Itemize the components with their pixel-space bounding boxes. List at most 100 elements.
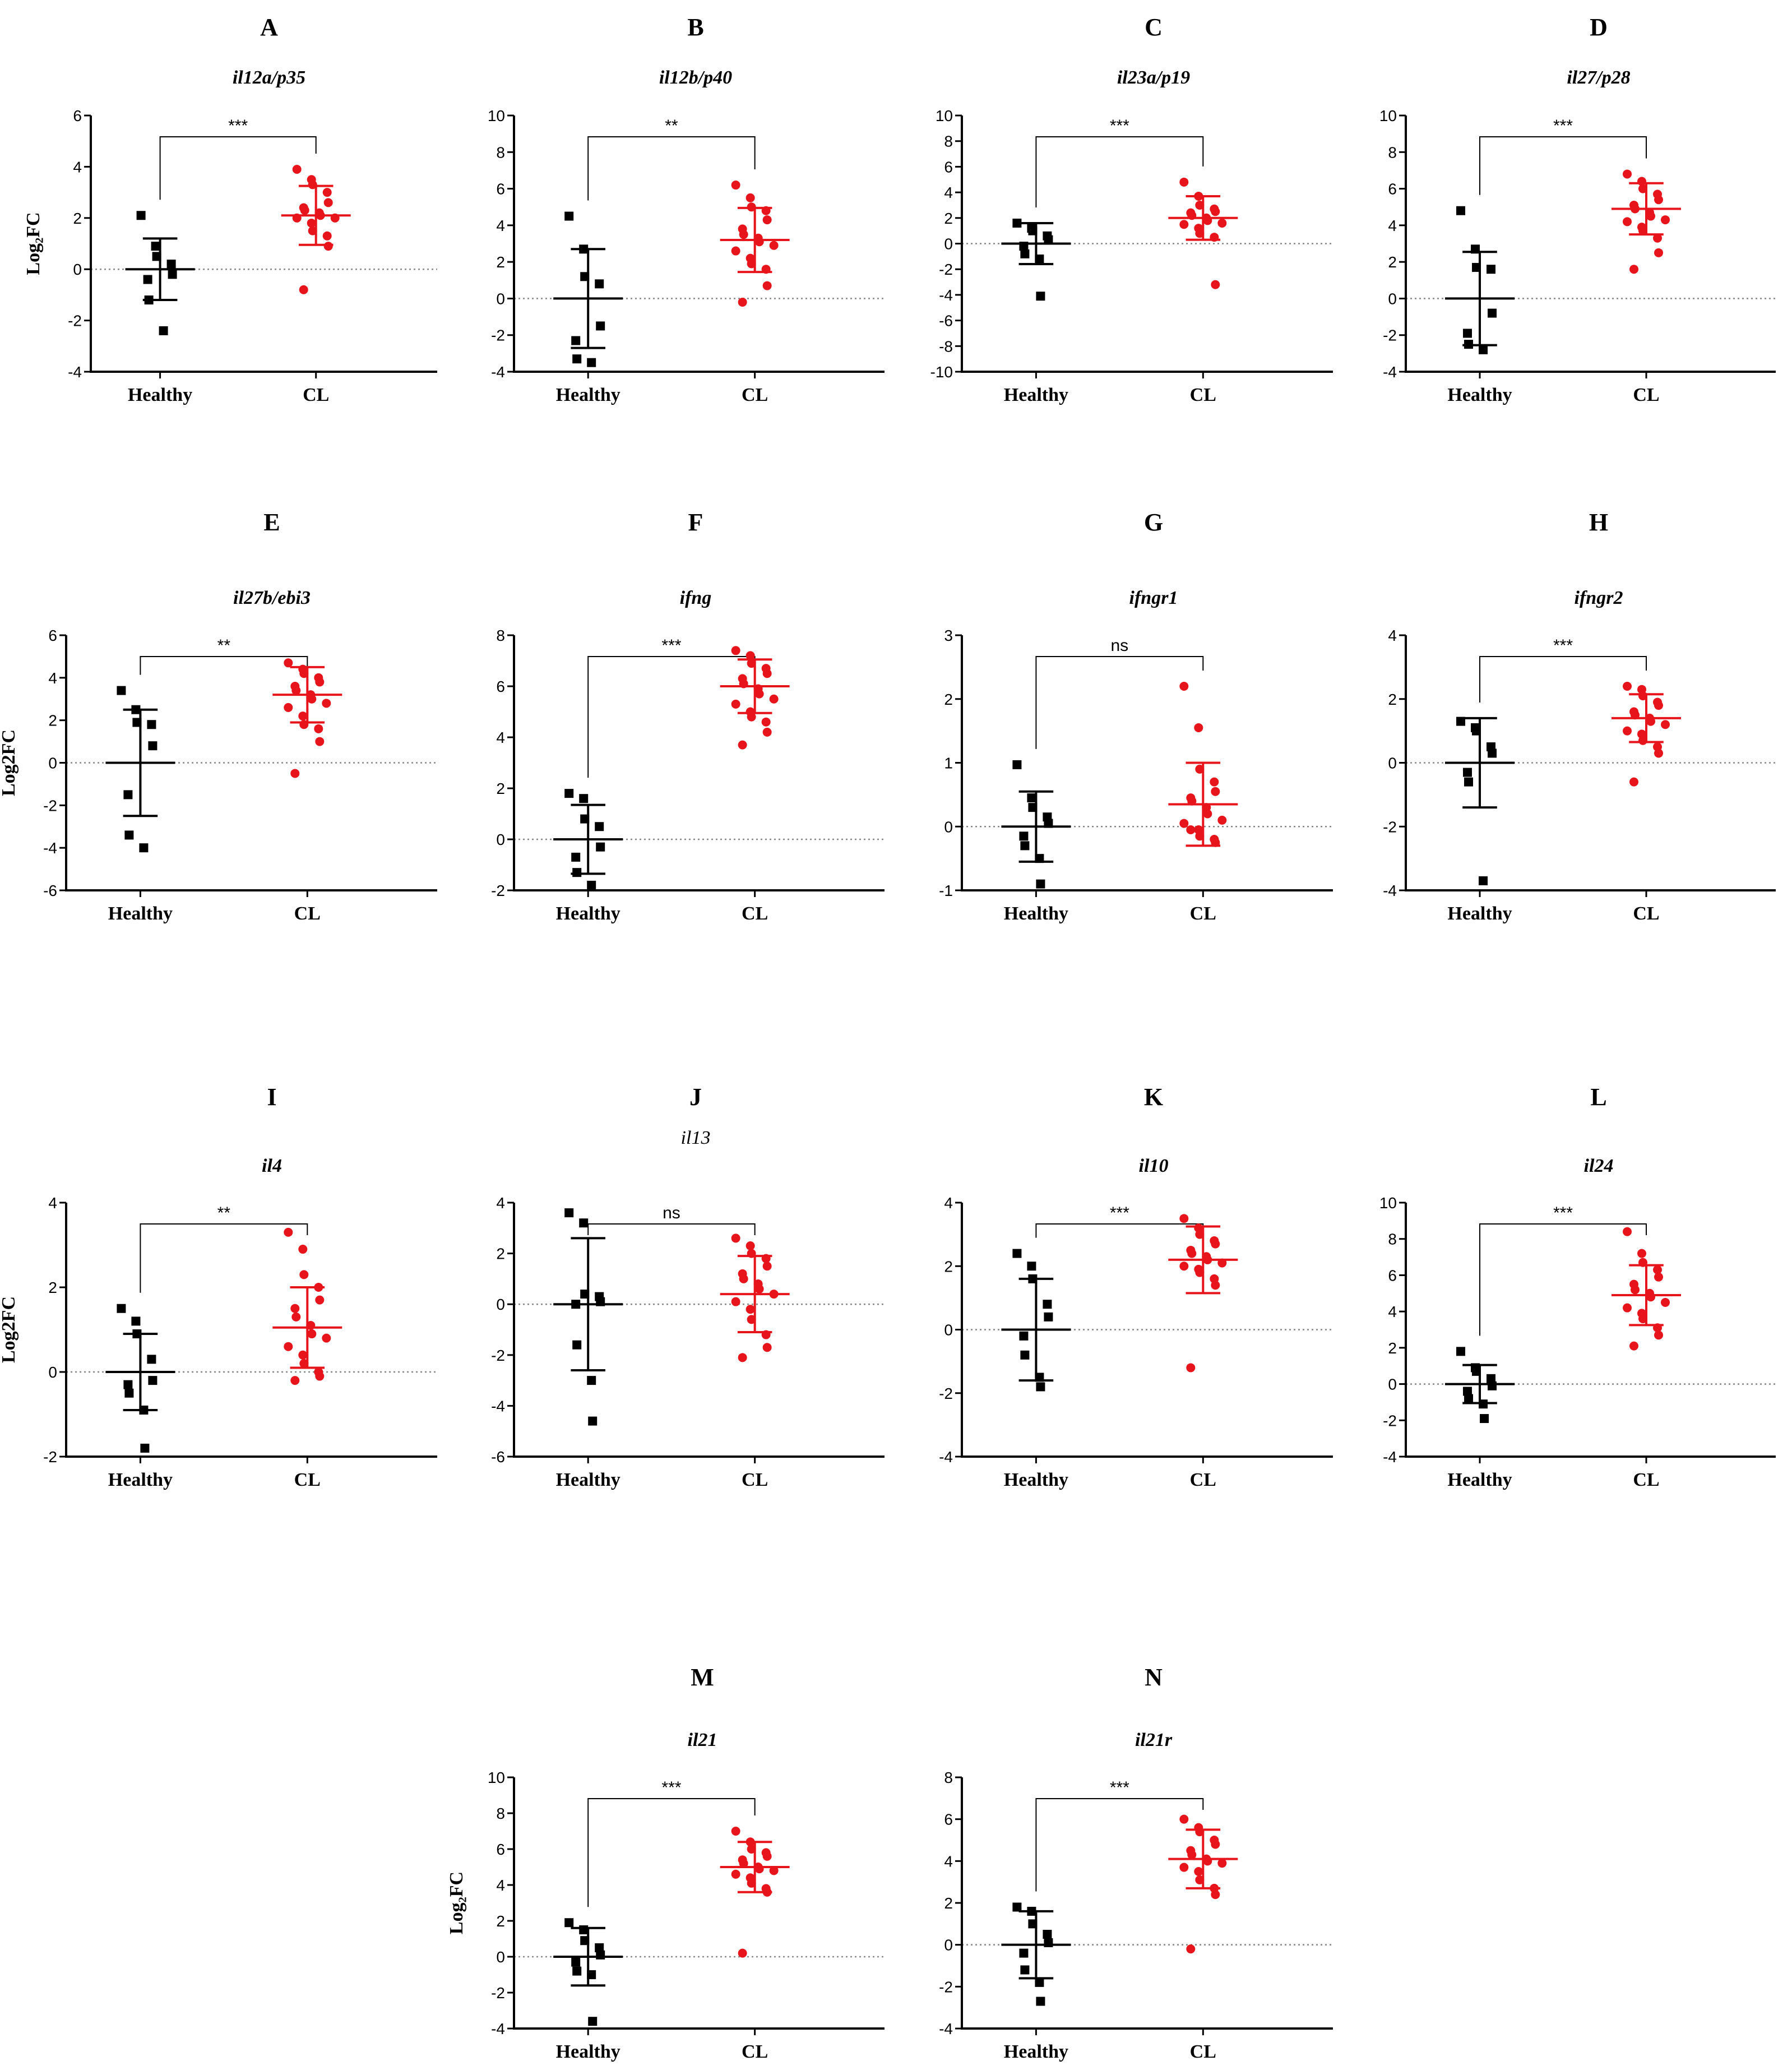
panel-letter: M bbox=[691, 1664, 714, 1691]
cl-point bbox=[307, 694, 317, 704]
cl-point bbox=[1179, 177, 1189, 187]
cl-point bbox=[731, 246, 740, 256]
cl-point bbox=[322, 188, 332, 197]
cl-point bbox=[1629, 1341, 1638, 1351]
healthy-point bbox=[587, 1376, 596, 1385]
cl-point bbox=[1186, 1363, 1196, 1373]
cl-point bbox=[1623, 169, 1632, 179]
x-category-label: Healthy bbox=[108, 1470, 173, 1490]
cl-point bbox=[745, 1241, 755, 1251]
cl-point bbox=[731, 1233, 740, 1243]
healthy-point bbox=[595, 822, 604, 831]
y-tick-label: 4 bbox=[1388, 1303, 1397, 1320]
x-category-label: Healthy bbox=[1004, 1470, 1068, 1490]
cl-point bbox=[292, 164, 302, 174]
y-tick-label: -4 bbox=[491, 2020, 505, 2037]
healthy-point bbox=[564, 789, 574, 798]
healthy-point bbox=[147, 1355, 156, 1364]
y-tick-label: 4 bbox=[1388, 217, 1397, 234]
cl-point bbox=[739, 1859, 748, 1868]
panel-letter: I bbox=[267, 1083, 276, 1111]
y-tick-label: -1 bbox=[939, 882, 953, 899]
cl-point bbox=[731, 699, 740, 709]
y-tick-label: 6 bbox=[1388, 1267, 1397, 1284]
significance-label: *** bbox=[228, 117, 248, 135]
healthy-point bbox=[1463, 1387, 1472, 1396]
y-tick-label: 0 bbox=[496, 831, 505, 848]
cl-point bbox=[1186, 1944, 1196, 1954]
y-tick-label: -10 bbox=[930, 363, 953, 381]
y-tick-label: 2 bbox=[944, 1895, 953, 1912]
cl-point bbox=[1654, 248, 1663, 257]
cl-point bbox=[1661, 720, 1670, 729]
healthy-point bbox=[166, 260, 176, 269]
y-tick-label: 4 bbox=[73, 158, 82, 175]
y-tick-label: -2 bbox=[491, 1347, 505, 1364]
healthy-point bbox=[124, 830, 134, 840]
y-tick-label: 8 bbox=[496, 627, 505, 644]
healthy-point bbox=[596, 1950, 605, 1960]
y-tick-label: -4 bbox=[939, 287, 953, 304]
x-category-label: Healthy bbox=[556, 1470, 621, 1490]
significance-bracket bbox=[140, 1223, 308, 1293]
healthy-point bbox=[1456, 206, 1465, 215]
cl-point bbox=[1629, 777, 1638, 787]
panel-letter: B bbox=[687, 13, 703, 41]
cl-point bbox=[731, 1827, 740, 1836]
cl-point bbox=[739, 230, 748, 239]
x-category-label: CL bbox=[1633, 385, 1659, 405]
x-category-label: Healthy bbox=[556, 385, 621, 405]
gene-title: il21r bbox=[1135, 1730, 1173, 1750]
cl-point bbox=[1654, 748, 1663, 758]
y-tick-label: 10 bbox=[488, 1769, 505, 1786]
healthy-point bbox=[159, 326, 168, 335]
y-tick-label: -8 bbox=[939, 338, 953, 355]
y-tick-label: 2 bbox=[1388, 691, 1397, 708]
cl-point bbox=[1623, 1303, 1632, 1313]
gene-title: il27b/ebi3 bbox=[233, 588, 311, 608]
panel-letter: D bbox=[1590, 13, 1608, 41]
healthy-point bbox=[1479, 876, 1488, 885]
cl-point bbox=[315, 1295, 325, 1305]
y-tick-label: 0 bbox=[48, 755, 57, 772]
y-tick-label: -4 bbox=[1383, 363, 1397, 381]
gene-title: ifngr1 bbox=[1129, 588, 1178, 608]
healthy-point bbox=[1035, 1977, 1044, 1987]
y-tick-label: 2 bbox=[1388, 253, 1397, 271]
x-category-label: Healthy bbox=[128, 385, 192, 405]
y-tick-label: -4 bbox=[1383, 1448, 1397, 1466]
y-tick-label: 6 bbox=[496, 181, 505, 198]
y-tick-label: 4 bbox=[48, 669, 57, 687]
y-tick-label: 6 bbox=[944, 158, 953, 175]
panel-letter: H bbox=[1589, 509, 1608, 536]
y-tick-label: -2 bbox=[1383, 1412, 1397, 1429]
cl-point bbox=[1653, 233, 1662, 243]
healthy-point bbox=[595, 279, 604, 289]
y-tick-label: 0 bbox=[944, 1937, 953, 1954]
cl-point bbox=[1203, 809, 1212, 819]
cl-point bbox=[1646, 211, 1655, 221]
healthy-point bbox=[587, 358, 596, 367]
cl-point bbox=[298, 1350, 308, 1360]
healthy-point bbox=[1020, 1350, 1030, 1360]
cl-point bbox=[762, 281, 772, 290]
gene-title: ifngr2 bbox=[1575, 588, 1623, 608]
cl-point bbox=[738, 297, 747, 307]
healthy-point bbox=[124, 1388, 134, 1398]
healthy-point bbox=[1020, 841, 1030, 851]
cl-point bbox=[1179, 1863, 1189, 1872]
gene-title: il24 bbox=[1584, 1156, 1614, 1176]
healthy-point bbox=[1479, 345, 1488, 354]
y-tick-label: 2 bbox=[1388, 1339, 1397, 1357]
significance-label: *** bbox=[1553, 636, 1573, 655]
y-tick-label: 4 bbox=[496, 1194, 505, 1212]
x-category-label: Healthy bbox=[1447, 385, 1512, 405]
significance-bracket bbox=[587, 656, 756, 778]
panel-letter: N bbox=[1145, 1664, 1163, 1691]
gene-title: il13 bbox=[681, 1128, 711, 1148]
panel-letter: L bbox=[1590, 1083, 1606, 1111]
